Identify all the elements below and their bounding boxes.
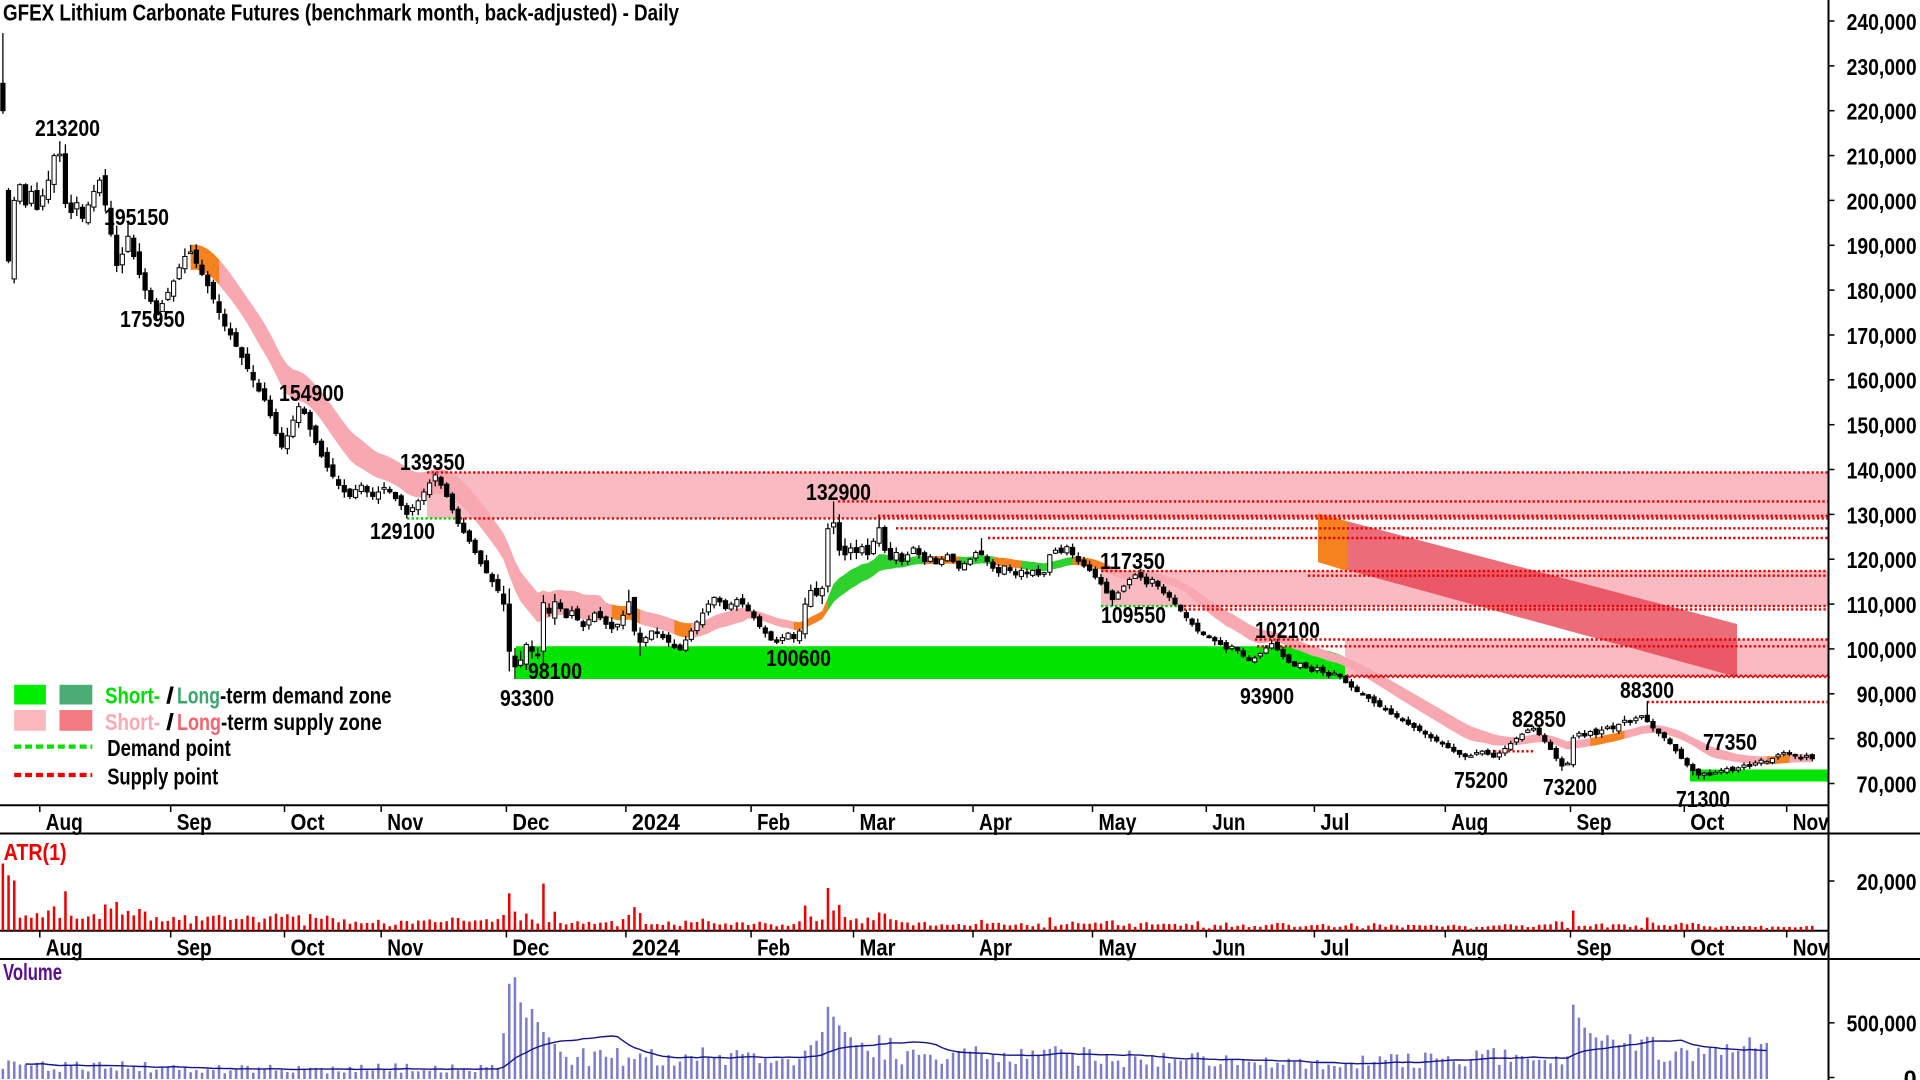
- svg-text:129100: 129100: [370, 518, 435, 544]
- svg-text:Nov: Nov: [1793, 935, 1829, 961]
- svg-text:Oct: Oct: [1690, 809, 1724, 835]
- svg-text:88300: 88300: [1620, 677, 1674, 703]
- svg-text:Aug: Aug: [1451, 935, 1488, 961]
- svg-text:220,000: 220,000: [1847, 99, 1917, 125]
- svg-text:150,000: 150,000: [1847, 413, 1917, 439]
- svg-text:73200: 73200: [1543, 774, 1597, 800]
- svg-text:230,000: 230,000: [1847, 54, 1917, 80]
- svg-text:180,000: 180,000: [1847, 278, 1917, 304]
- svg-text:160,000: 160,000: [1847, 368, 1917, 394]
- svg-text:May: May: [1099, 935, 1137, 961]
- svg-text:154900: 154900: [279, 380, 344, 406]
- svg-text:100600: 100600: [766, 645, 831, 671]
- svg-text:Jul: Jul: [1320, 809, 1349, 835]
- svg-text:140,000: 140,000: [1847, 457, 1917, 483]
- svg-text:Feb: Feb: [757, 935, 790, 961]
- svg-text:Short-: Short-: [105, 709, 160, 735]
- svg-text:109550: 109550: [1101, 602, 1166, 628]
- svg-text:93300: 93300: [500, 685, 554, 711]
- svg-text:Nov: Nov: [387, 935, 423, 961]
- svg-text:Mar: Mar: [860, 935, 896, 961]
- svg-text:-term supply zone: -term supply zone: [221, 709, 382, 735]
- svg-text:Jun: Jun: [1212, 935, 1245, 961]
- svg-text:213200: 213200: [35, 115, 100, 141]
- svg-text:Dec: Dec: [512, 809, 549, 835]
- svg-text:Jul: Jul: [1320, 935, 1349, 961]
- svg-text:Sep: Sep: [1577, 935, 1612, 961]
- svg-text:98100: 98100: [528, 658, 582, 684]
- svg-text:Volume: Volume: [3, 959, 62, 985]
- svg-text:Apr: Apr: [979, 935, 1012, 961]
- svg-text:2024: 2024: [632, 935, 680, 961]
- svg-text:Aug: Aug: [46, 809, 83, 835]
- svg-text:139350: 139350: [400, 449, 465, 475]
- svg-text:Mar: Mar: [860, 809, 896, 835]
- svg-text:75200: 75200: [1454, 767, 1508, 793]
- svg-text:90,000: 90,000: [1857, 682, 1917, 708]
- svg-text:Supply point: Supply point: [107, 764, 218, 790]
- svg-text:ATR(1): ATR(1): [4, 839, 67, 865]
- svg-text:Aug: Aug: [1451, 809, 1488, 835]
- svg-text:2024: 2024: [632, 809, 680, 835]
- svg-text:Nov: Nov: [387, 809, 423, 835]
- svg-text:0: 0: [1904, 1065, 1917, 1080]
- svg-text:170,000: 170,000: [1847, 323, 1917, 349]
- svg-text:210,000: 210,000: [1847, 144, 1917, 170]
- svg-text:500,000: 500,000: [1847, 1011, 1917, 1037]
- svg-text:Feb: Feb: [757, 809, 790, 835]
- svg-text:100,000: 100,000: [1847, 637, 1917, 663]
- svg-text:Sep: Sep: [177, 935, 212, 961]
- svg-text:117350: 117350: [1100, 548, 1165, 574]
- svg-text:80,000: 80,000: [1857, 727, 1917, 753]
- svg-text:Apr: Apr: [979, 809, 1012, 835]
- svg-text:May: May: [1099, 809, 1137, 835]
- svg-text:102100: 102100: [1255, 617, 1320, 643]
- svg-text:Long: Long: [177, 709, 221, 735]
- svg-text:20,000: 20,000: [1857, 869, 1917, 895]
- svg-text:Long: Long: [177, 683, 220, 709]
- svg-text:70,000: 70,000: [1857, 771, 1917, 797]
- svg-text:77350: 77350: [1703, 729, 1757, 755]
- svg-text:/: /: [166, 683, 175, 709]
- svg-text:110,000: 110,000: [1847, 592, 1917, 618]
- svg-text:Sep: Sep: [1577, 809, 1612, 835]
- svg-text:Oct: Oct: [291, 935, 325, 961]
- svg-text:Dec: Dec: [512, 935, 549, 961]
- svg-text:175950: 175950: [120, 306, 185, 332]
- svg-text:82850: 82850: [1512, 706, 1566, 732]
- svg-text:190,000: 190,000: [1847, 233, 1917, 259]
- svg-text:240,000: 240,000: [1847, 9, 1917, 35]
- svg-text:Nov: Nov: [1793, 809, 1829, 835]
- svg-text:Demand point: Demand point: [107, 735, 231, 761]
- svg-text:195150: 195150: [104, 204, 169, 230]
- svg-text:Oct: Oct: [1690, 935, 1724, 961]
- svg-text:-term demand zone: -term demand zone: [220, 683, 392, 709]
- svg-text:Jun: Jun: [1212, 809, 1245, 835]
- svg-text:132900: 132900: [806, 479, 871, 505]
- svg-text:93900: 93900: [1240, 683, 1294, 709]
- svg-text:Short-: Short-: [105, 683, 160, 709]
- svg-text:Oct: Oct: [291, 809, 325, 835]
- svg-text:GFEX Lithium Carbonate Futures: GFEX Lithium Carbonate Futures (benchmar…: [3, 0, 679, 26]
- svg-text:130,000: 130,000: [1847, 502, 1917, 528]
- svg-text:Aug: Aug: [46, 935, 83, 961]
- svg-text:200,000: 200,000: [1847, 188, 1917, 214]
- svg-text:120,000: 120,000: [1847, 547, 1917, 573]
- svg-text:/: /: [166, 709, 175, 735]
- svg-text:Sep: Sep: [177, 809, 212, 835]
